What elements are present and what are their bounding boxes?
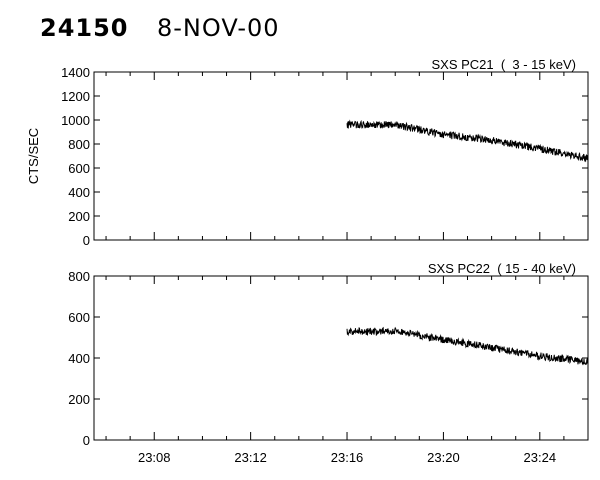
- panel1-frame: [93, 71, 589, 241]
- panel2-xtick-label: 23:24: [524, 450, 557, 465]
- panel2-ytick-label: 800: [68, 269, 90, 284]
- panel2-frame: [93, 275, 589, 441]
- panel2-xtick-label: 23:20: [427, 450, 460, 465]
- panel1-ylabel: CTS/SEC: [26, 128, 41, 184]
- header-date: 8-NOV-00: [157, 14, 280, 42]
- panel1-ytick-label: 600: [68, 161, 90, 176]
- panel1-ytick-label: 1000: [61, 113, 90, 128]
- panel2-series-line: [346, 326, 589, 366]
- panel2-xtick-label: 23:08: [138, 450, 171, 465]
- panel2-title: SXS PC22 ( 15 - 40 keV): [428, 261, 576, 276]
- panel2-ytick-label: 200: [68, 392, 90, 407]
- panel1-ytick-label: 200: [68, 209, 90, 224]
- panel1-ytick-label: 1200: [61, 89, 90, 104]
- panel1-title: SXS PC21 ( 3 - 15 keV): [431, 57, 576, 72]
- panel1-ytick-label: 800: [68, 137, 90, 152]
- panel2-xtick-label: 23:12: [234, 450, 267, 465]
- panel1-series-line: [346, 119, 589, 163]
- panel2-xtick-label: 23:16: [331, 450, 364, 465]
- panel2-ytick-label: 0: [83, 433, 90, 448]
- panel1-ytick-label: 400: [68, 185, 90, 200]
- panel2-ytick-label: 400: [68, 351, 90, 366]
- header-id: 24150: [40, 14, 129, 42]
- panel2-ytick-label: 600: [68, 310, 90, 325]
- panel1-ytick-label: 0: [83, 233, 90, 248]
- panel1-ytick-label: 1400: [61, 65, 90, 80]
